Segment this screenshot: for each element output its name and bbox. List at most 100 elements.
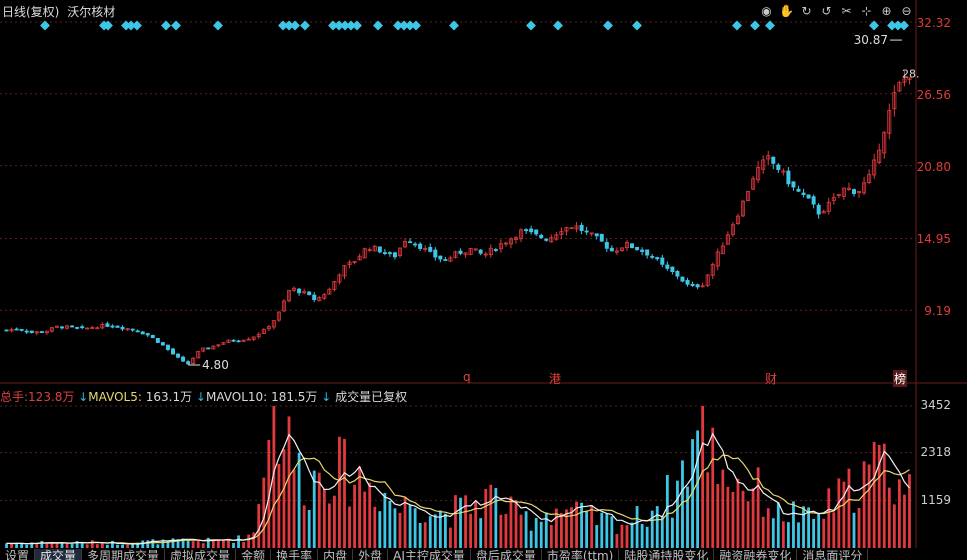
volume-bar	[736, 478, 740, 548]
tab-margin-trading[interactable]: 融资融券变化	[714, 549, 798, 560]
hand-icon[interactable]: ✋	[779, 4, 794, 18]
tab-northbound-holding[interactable]: 陆股通持股变化	[619, 549, 715, 560]
candle-body	[196, 350, 201, 359]
volume-bar	[807, 507, 810, 548]
price-tick-1: 32.32	[916, 16, 951, 30]
tab-amount[interactable]: 金额	[236, 549, 272, 560]
volume-bar	[30, 542, 34, 548]
candle-body	[145, 333, 150, 336]
candle-body	[226, 339, 231, 343]
redo-icon[interactable]: ↻	[801, 4, 812, 18]
tab-news-score[interactable]: 消息面评分	[797, 549, 869, 560]
volume-bar	[312, 470, 316, 548]
mavol5-value: 163.1万	[145, 390, 193, 404]
candle-body	[619, 247, 624, 251]
tab-virtual-volume[interactable]: 虚拟成交量	[165, 549, 237, 560]
volume-bar	[489, 484, 493, 548]
candle-body	[438, 255, 443, 260]
volume-bar	[731, 491, 735, 548]
candle-body	[887, 109, 892, 134]
tab-outer-volume[interactable]: 外盘	[353, 549, 389, 560]
candle-body	[352, 260, 357, 263]
volume-bar	[136, 542, 140, 548]
tab-turnover[interactable]: 换手率	[271, 549, 319, 560]
volume-bar	[348, 506, 351, 548]
event-marker-hk[interactable]: 港	[549, 372, 562, 386]
zoom-out-icon[interactable]: ⊖	[901, 4, 912, 18]
volume-bar	[35, 542, 39, 548]
volume-bar	[80, 542, 84, 548]
event-marker-q[interactable]: q	[463, 370, 471, 384]
volume-bar	[665, 474, 669, 548]
volume-bar	[383, 492, 387, 548]
event-marker-finance[interactable]: 财	[765, 372, 778, 386]
candle-body	[831, 197, 836, 201]
candle-body	[836, 194, 841, 196]
candle-body	[9, 329, 14, 332]
candle-body	[105, 323, 110, 327]
candle-body	[811, 196, 816, 205]
candle-body	[448, 257, 453, 262]
tab-inner-volume[interactable]: 内盘	[318, 549, 354, 560]
volume-bar	[605, 513, 609, 548]
candle-body	[700, 285, 705, 288]
candle-body	[685, 280, 690, 285]
volume-bar	[227, 539, 230, 548]
candle-body	[665, 264, 670, 269]
tab-ai-volume[interactable]: AI主控成交量	[388, 549, 471, 560]
cross-icon[interactable]: ⊹	[861, 4, 872, 18]
volume-bar	[70, 543, 74, 548]
volume-bar	[292, 469, 296, 548]
tab-after-hours-volume[interactable]: 盘后成交量	[471, 549, 542, 560]
volume-bar	[645, 526, 649, 548]
volume-bar	[761, 516, 765, 548]
event-marker-list[interactable]: 榜	[893, 370, 908, 387]
volume-bar	[867, 464, 871, 548]
volume-bar	[797, 522, 800, 548]
candle-body	[705, 274, 710, 286]
period-label[interactable]: 日线(复权)	[2, 5, 60, 19]
candle-body	[771, 156, 776, 164]
mavol5-label: MAVOL5:	[88, 390, 142, 404]
volume-bar	[277, 463, 281, 548]
candle-body	[342, 265, 347, 277]
total-volume-label: 总手:	[0, 390, 29, 404]
eye-icon[interactable]: ◉	[761, 4, 772, 18]
zoom-in-icon[interactable]: ⊕	[881, 4, 892, 18]
high-price-label: 30.87	[854, 33, 888, 47]
volume-bar	[469, 513, 473, 548]
volume-bar	[45, 543, 49, 548]
tab-pe-ttm[interactable]: 市盈率(ttm)	[542, 549, 620, 560]
tab-multi-period-volume[interactable]: 多周期成交量	[82, 549, 166, 560]
candle-body	[211, 345, 216, 350]
candle-body	[24, 330, 29, 333]
candle-body	[322, 294, 327, 299]
volume-bar	[837, 478, 841, 548]
mavol10-line	[6, 454, 910, 545]
volume-bar	[161, 539, 165, 548]
volume-bar	[398, 512, 402, 548]
volume-bar	[438, 510, 442, 548]
volume-bar	[297, 452, 301, 548]
tab-settings[interactable]: 设置	[0, 549, 36, 560]
volume-bar	[474, 501, 478, 548]
undo-icon[interactable]: ↺	[821, 4, 832, 18]
volume-bar	[222, 540, 225, 548]
volume-bar	[247, 534, 251, 548]
candle-body	[302, 291, 307, 294]
volume-bar	[484, 488, 488, 548]
volume-bar	[549, 524, 553, 548]
candle-body	[292, 287, 297, 291]
candle-body	[80, 326, 85, 329]
tab-volume[interactable]: 成交量	[35, 549, 83, 560]
volume-bar	[449, 527, 452, 548]
scissors-icon[interactable]: ✂	[841, 4, 852, 18]
candle-body	[468, 247, 473, 255]
signal-diamond	[553, 20, 563, 31]
volume-bar	[479, 518, 483, 548]
candle-body	[44, 330, 49, 334]
volume-bar	[585, 510, 589, 548]
chart-header: 日线(复权) 沃尔核材	[2, 3, 119, 20]
candle-body	[907, 77, 912, 80]
